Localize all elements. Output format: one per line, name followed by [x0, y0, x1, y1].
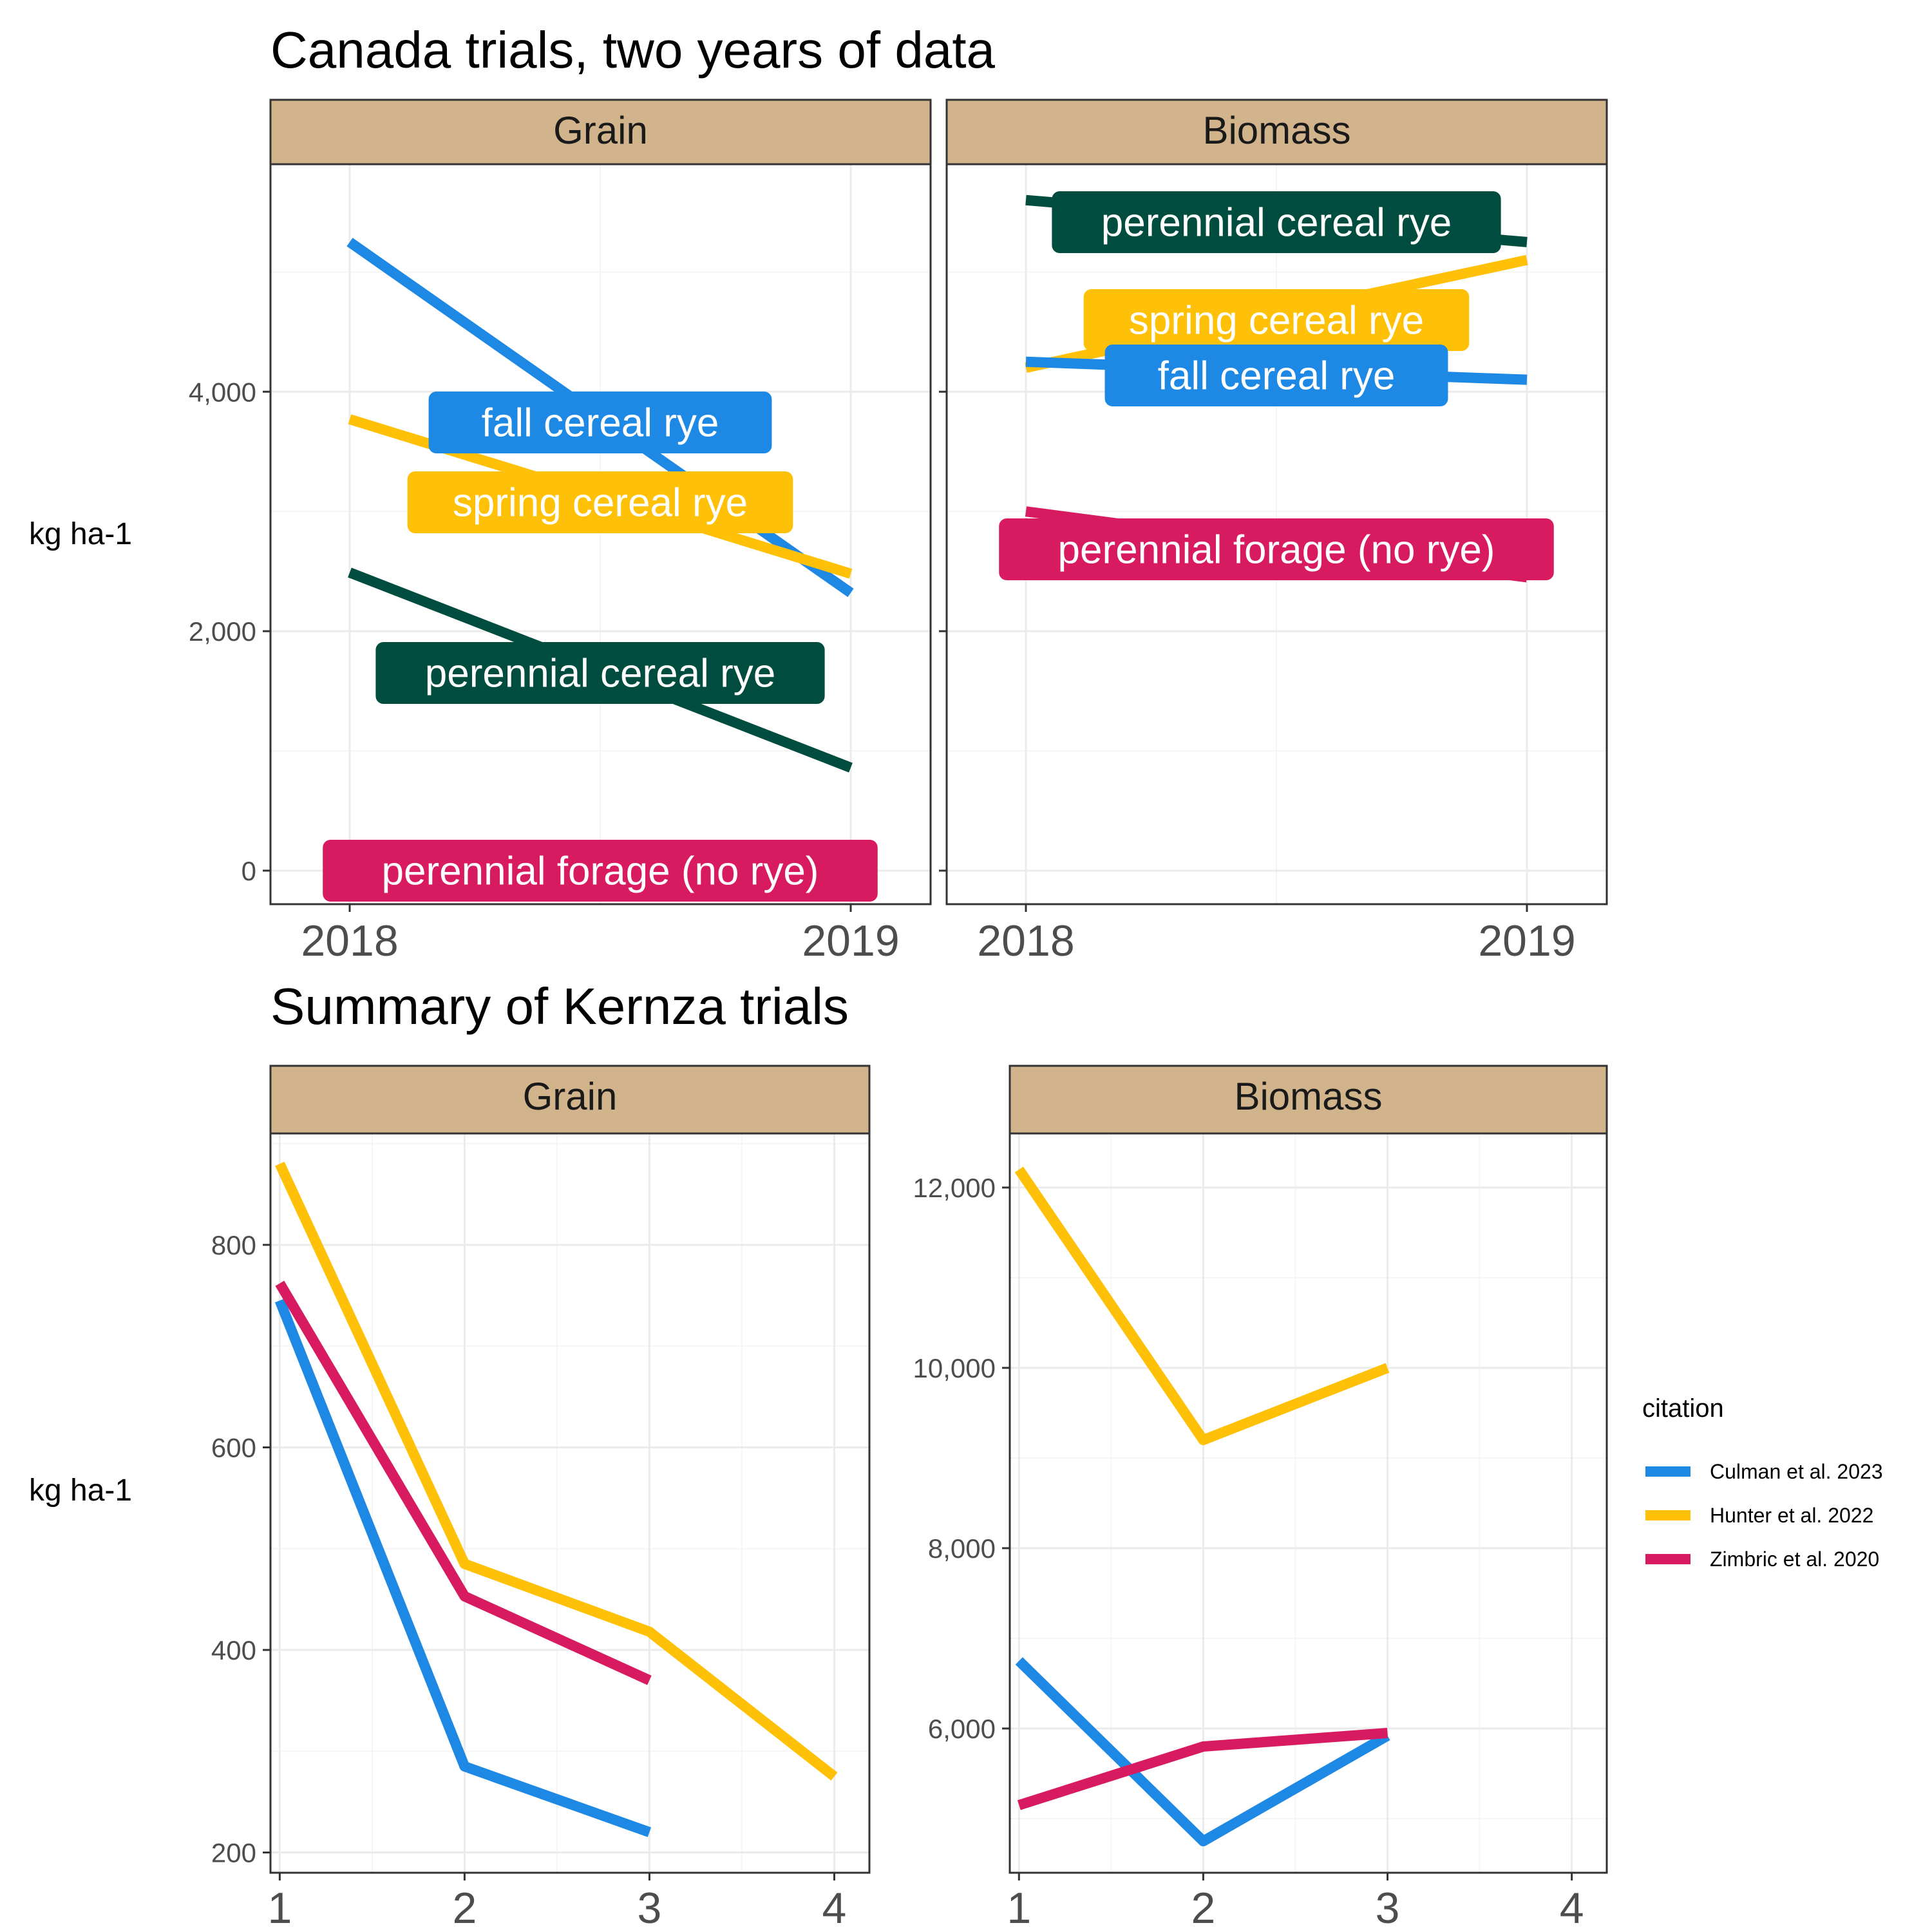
- top-biomass-label-fall-cereal-rye-group: fall cereal rye: [1104, 345, 1448, 406]
- top-biomass-panel: 2018 2019 perennial cereal rye spring cerea…: [939, 99, 1608, 965]
- top-biomass-strip-label: Biomass: [1202, 109, 1350, 152]
- bottom-biomass-y-tick-label-2: 10,000: [913, 1353, 996, 1383]
- bottom-biomass-strip: [1009, 1065, 1608, 1135]
- top-grain-y-tick-label-1: 2,000: [189, 616, 256, 647]
- bottom-biomass-series-hunter-et-al-2022: [1014, 1166, 1390, 1445]
- bottom-biomass-x-tick-label-0: 1: [1007, 1884, 1031, 1932]
- bottom-biomass-panel: 6,000 8,000 10,000 12,000 1 2 3 4 Biomass: [913, 1065, 1608, 1932]
- bottom-grain-y-tick-label-2: 600: [211, 1433, 256, 1463]
- top-grain-panel: 0 2,000 4,000 2018 2019 fall cereal rye spring…: [189, 99, 932, 965]
- top-grain-x-tick-label-0: 2018: [301, 916, 398, 965]
- bottom-grain-x-tick-label-1: 2: [452, 1884, 477, 1932]
- legend-label-zimbric-et-al-2020: Zimbric et al. 2020: [1710, 1548, 1879, 1571]
- bottom-grain-series-hunter-et-al-2022: [275, 1161, 838, 1781]
- top-biomass-label-fall-cereal-rye: fall cereal rye: [1158, 354, 1396, 399]
- top-biomass-strip: [945, 99, 1608, 166]
- top-grain-label-spring-cereal-rye-group: spring cereal rye: [407, 471, 793, 533]
- bottom-grain-strip: [269, 1065, 871, 1135]
- bottom-grain-y-tick-label-0: 200: [211, 1838, 256, 1868]
- top-grain-y-tick-label-0: 0: [242, 856, 256, 886]
- bottom-chart-title: Summary of Kernza trials: [270, 978, 849, 1035]
- bottom-biomass-strip-label: Biomass: [1234, 1075, 1382, 1118]
- bottom-grain-x-tick-label-0: 1: [267, 1884, 292, 1932]
- top-grain-strip-label: Grain: [553, 109, 648, 152]
- bottom-grain-series-culman-et-al-2023: [274, 1298, 652, 1837]
- top-biomass-label-fall-cereal-rye-box: [1104, 345, 1448, 406]
- legend-label-hunter-et-al-2022: Hunter et al. 2022: [1710, 1504, 1873, 1527]
- top-grain-label-fall-cereal-rye-box: [428, 392, 772, 453]
- top-biomass-label-perennial-forage-no-rye-box: [999, 518, 1554, 580]
- top-biomass-label-spring-cereal-rye-group: spring cereal rye: [1083, 289, 1470, 351]
- bottom-y-axis-label: kg ha-1: [29, 1473, 132, 1508]
- top-biomass-label-perennial-cereal-rye: perennial cereal rye: [1101, 201, 1452, 245]
- top-grain-label-perennial-forage-no-rye: perennial forage (no rye): [382, 849, 819, 894]
- bottom-grain-y-tick-label-3: 800: [211, 1230, 256, 1260]
- bottom-grain-strip-label: Grain: [523, 1075, 618, 1118]
- top-biomass-label-spring-cereal-rye: spring cereal rye: [1129, 299, 1424, 343]
- bottom-biomass-x-tick-label-2: 3: [1376, 1884, 1400, 1932]
- bottom-grain-series-zimbric-et-al-2020: [275, 1280, 652, 1685]
- top-biomass-label-perennial-cereal-rye-group: perennial cereal rye: [1052, 191, 1501, 253]
- bottom-biomass-y-tick-label-0: 6,000: [928, 1714, 996, 1744]
- top-grain-label-spring-cereal-rye-box: [407, 471, 793, 533]
- top-biomass-label-perennial-forage-no-rye: perennial forage (no rye): [1058, 528, 1495, 573]
- top-grain-label-perennial-forage-no-rye-box: [323, 840, 878, 902]
- bottom-biomass-series-zimbric-et-al-2020: [1017, 1728, 1388, 1810]
- bottom-grain-x-tick-label-3: 4: [822, 1884, 847, 1932]
- top-biomass-x-tick-label-0: 2018: [977, 916, 1074, 965]
- bottom-grain-panel: 200 400 600 800 1 2 3 4 Grain: [211, 1065, 871, 1932]
- bottom-biomass-y-tick-label-1: 8,000: [928, 1533, 996, 1564]
- bottom-biomass-series-culman-et-al-2023: [1015, 1657, 1390, 1846]
- legend-title: citation: [1642, 1394, 1724, 1423]
- bottom-biomass-y-tick-label-3: 12,000: [913, 1173, 996, 1203]
- top-grain-label-perennial-cereal-rye: perennial cereal rye: [425, 652, 776, 696]
- top-grain-y-tick-label-2: 4,000: [189, 377, 256, 407]
- bottom-biomass-panel-border: [1009, 1132, 1608, 1874]
- top-grain-strip: [269, 99, 932, 166]
- legend-label-culman-et-al-2023: Culman et al. 2023: [1710, 1460, 1883, 1483]
- bottom-biomass-x-tick-label-3: 4: [1560, 1884, 1584, 1932]
- bottom-biomass-x-tick-label-1: 2: [1191, 1884, 1216, 1932]
- top-grain-label-fall-cereal-rye-group: fall cereal rye: [428, 392, 772, 453]
- top-biomass-x-tick-label-1: 2019: [1478, 916, 1575, 965]
- top-grain-label-spring-cereal-rye: spring cereal rye: [453, 481, 748, 526]
- top-biomass-label-perennial-cereal-rye-box: [1052, 191, 1501, 253]
- top-grain-label-perennial-forage-no-rye-group: perennial forage (no rye): [323, 840, 878, 902]
- top-biomass-label-perennial-forage-no-rye-group: perennial forage (no rye): [999, 518, 1554, 580]
- top-grain-label-fall-cereal-rye: fall cereal rye: [482, 401, 719, 446]
- bottom-grain-x-tick-label-2: 3: [638, 1884, 662, 1932]
- legend: citation Culman et al. 2023 Hunter et al.…: [1642, 1394, 1883, 1571]
- top-biomass-label-spring-cereal-rye-box: [1083, 289, 1470, 351]
- top-y-axis-label: kg ha-1: [29, 517, 132, 551]
- top-grain-label-perennial-cereal-rye-box: [375, 642, 825, 704]
- top-chart-title: Canada trials, two years of data: [270, 21, 996, 79]
- bottom-grain-y-tick-label-1: 400: [211, 1635, 256, 1665]
- top-grain-x-tick-label-1: 2019: [802, 916, 899, 965]
- top-grain-label-perennial-cereal-rye-group: perennial cereal rye: [375, 642, 825, 704]
